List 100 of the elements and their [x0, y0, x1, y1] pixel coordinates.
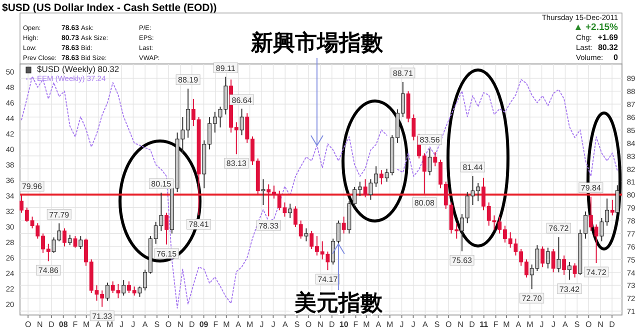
x-tick-label: J	[551, 320, 556, 329]
x-tick-label: O	[445, 320, 452, 329]
x-tick-label: M	[526, 320, 534, 329]
candlestick	[261, 178, 266, 206]
x-tick-label: M	[83, 320, 90, 329]
x-tick-label: M	[386, 320, 394, 329]
x-tick-label: F	[353, 320, 358, 329]
candlestick	[610, 199, 614, 216]
annotation: 新興市場指數	[250, 30, 384, 56]
candlestick	[62, 228, 66, 247]
text: ▲ +2.15%	[573, 22, 619, 33]
text: 71.33	[92, 312, 112, 321]
x-tick-label: N	[318, 320, 324, 329]
text: 77.79	[49, 210, 70, 220]
x-tick-label: J	[540, 320, 544, 329]
text: 80.08	[414, 198, 434, 208]
candlestick	[556, 236, 561, 273]
text: 72.70	[522, 294, 542, 304]
candlestick	[363, 178, 368, 198]
x-tick-label: F	[213, 320, 218, 329]
x-tick-label: M	[246, 320, 254, 329]
x-tick-label: 10	[339, 320, 349, 329]
candlestick	[288, 203, 292, 218]
text: 74.86	[38, 266, 58, 276]
candlestick	[164, 212, 169, 245]
candlestick	[567, 261, 572, 280]
x-tick-label: D	[189, 320, 195, 329]
text: 79.84	[580, 184, 601, 193]
x-tick-label: O	[165, 320, 172, 329]
text: 76.15	[156, 249, 177, 258]
text: 86.64	[232, 96, 252, 105]
text: 79.96	[22, 182, 42, 192]
x-tick-label: A	[142, 320, 148, 329]
x-tick-label: 08	[58, 320, 68, 329]
x-tick-label: M	[106, 320, 114, 329]
text: 80.15	[151, 180, 172, 189]
x-tick-label: O	[24, 320, 32, 329]
candlestick	[73, 236, 78, 248]
x-tick-label: D	[469, 320, 476, 329]
x-tick-label: M	[223, 320, 230, 329]
text: 89.11	[216, 64, 236, 73]
text: 74.72	[586, 268, 606, 277]
x-tick-label: D	[609, 320, 616, 329]
candlestick	[551, 248, 556, 273]
x-tick-label: A	[236, 320, 242, 329]
candlestick	[68, 234, 72, 246]
x-tick-label: A	[282, 320, 288, 329]
x-tick-label: O	[586, 320, 592, 329]
x-tick-label: J	[131, 320, 136, 329]
x-tick-label: N	[177, 320, 184, 329]
x-tick-label: N	[37, 320, 44, 329]
text: 78.41	[188, 220, 209, 230]
text: $USD (Weekly) 80.32	[37, 64, 120, 74]
x-tick-label: S	[294, 320, 300, 329]
text: 81.44	[462, 163, 483, 172]
candlestick	[122, 280, 126, 296]
x-tick-label: 09	[199, 320, 209, 329]
candlestick	[379, 170, 384, 185]
candlestick	[342, 216, 346, 234]
x-tick-label: D	[48, 320, 55, 329]
x-tick-label: O	[305, 320, 312, 329]
x-tick-label: A	[516, 320, 522, 329]
x-tick-label: D	[329, 320, 336, 329]
x-tick-label: J	[411, 320, 416, 329]
text: 74.17	[318, 275, 338, 284]
candlestick	[106, 282, 110, 302]
x-tick-label: N	[598, 320, 604, 329]
x-tick-label: A	[376, 320, 382, 329]
x-tick-label: M	[363, 320, 370, 329]
x-tick-label: S	[574, 320, 580, 329]
text: 88.19	[178, 76, 198, 85]
text: 88.71	[392, 68, 413, 78]
x-tick-label: S	[154, 320, 160, 329]
text: 73.42	[559, 284, 580, 294]
x-tick-label: J	[120, 320, 124, 329]
text: 75.63	[452, 256, 472, 266]
x-tick-label: M	[503, 320, 510, 329]
x-tick-label: A	[422, 320, 428, 329]
x-tick-label: 11	[480, 320, 489, 329]
text: 83.56	[420, 136, 440, 145]
annotation: 美元指數	[293, 290, 384, 316]
candlestick	[562, 254, 566, 276]
chart-title: $USD (US Dollar Index - Cash Settle (EOD))	[2, 2, 217, 14]
x-tick-label: J	[400, 320, 404, 329]
x-tick-label: S	[434, 320, 440, 329]
candlestick	[428, 148, 432, 176]
x-tick-label: A	[96, 320, 102, 329]
text: 78.33	[258, 221, 279, 230]
text: 76.72	[548, 224, 569, 234]
text: 83.13	[226, 159, 246, 168]
candlestick	[304, 228, 308, 242]
x-tick-label: F	[72, 320, 78, 329]
candlestick	[78, 236, 83, 250]
x-tick-label: F	[493, 320, 498, 329]
candlestick	[546, 247, 550, 269]
candlestick	[572, 262, 577, 278]
x-tick-label: J	[271, 320, 276, 329]
candlestick	[615, 184, 620, 213]
x-tick-label: J	[260, 320, 264, 329]
x-tick-label: N	[458, 320, 464, 329]
